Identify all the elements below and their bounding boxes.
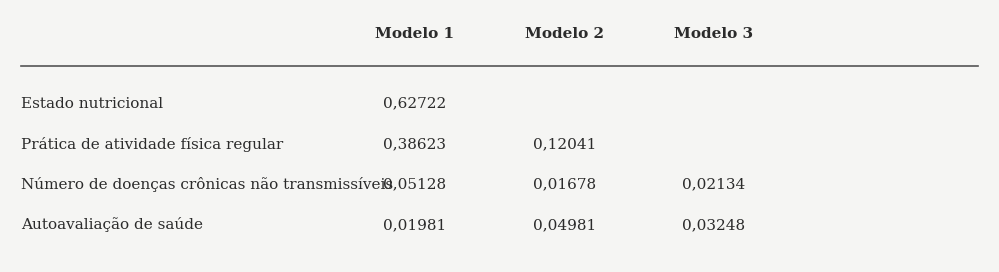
Text: Modelo 3: Modelo 3	[674, 27, 753, 41]
Text: Prática de atividade física regular: Prática de atividade física regular	[21, 137, 284, 152]
Text: 0,38623: 0,38623	[384, 137, 447, 151]
Text: 0,03248: 0,03248	[682, 218, 745, 232]
Text: Modelo 2: Modelo 2	[524, 27, 603, 41]
Text: Número de doenças crônicas não transmissíveis: Número de doenças crônicas não transmiss…	[21, 177, 394, 192]
Text: 0,01981: 0,01981	[384, 218, 447, 232]
Text: Modelo 1: Modelo 1	[376, 27, 455, 41]
Text: 0,02134: 0,02134	[682, 177, 745, 191]
Text: Estado nutricional: Estado nutricional	[21, 97, 164, 111]
Text: Autoavaliação de saúde: Autoavaliação de saúde	[21, 217, 204, 232]
Text: 0,05128: 0,05128	[384, 177, 447, 191]
Text: 0,62722: 0,62722	[384, 97, 447, 111]
Text: 0,12041: 0,12041	[532, 137, 596, 151]
Text: 0,01678: 0,01678	[532, 177, 595, 191]
Text: 0,04981: 0,04981	[532, 218, 595, 232]
